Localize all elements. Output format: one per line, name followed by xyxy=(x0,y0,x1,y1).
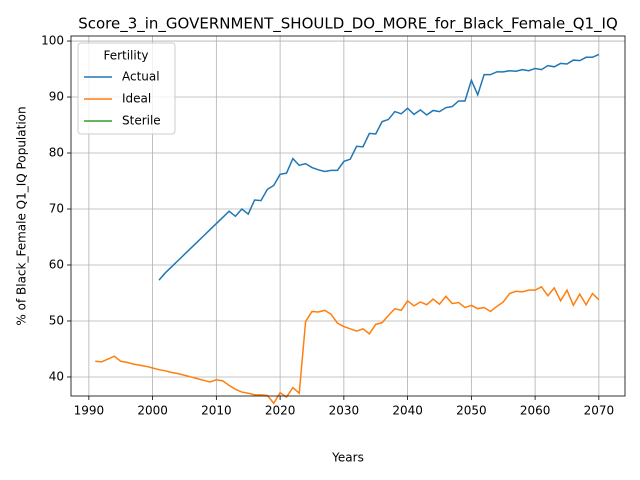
y-tick-label: 40 xyxy=(49,369,64,383)
series-line xyxy=(95,285,600,405)
x-tick-label: 2060 xyxy=(520,404,551,418)
y-tick-label: 80 xyxy=(49,146,64,160)
legend-label: Sterile xyxy=(122,114,161,128)
chart-title: Score_3_in_GOVERNMENT_SHOULD_DO_MORE_for… xyxy=(78,15,618,34)
legend-label: Ideal xyxy=(122,92,151,106)
y-axis-label: % of Black_Female Q1_IQ Population xyxy=(15,106,29,325)
legend-title: Fertility xyxy=(103,49,148,63)
plot-frame xyxy=(70,35,626,397)
x-tick-label: 2000 xyxy=(137,404,168,418)
x-tick-label: 2010 xyxy=(201,404,232,418)
x-tick-label: 2040 xyxy=(392,404,423,418)
y-tick-label: 100 xyxy=(41,34,64,48)
y-tick-label: 50 xyxy=(49,313,64,327)
y-tick-label: 90 xyxy=(49,90,64,104)
x-tick-label: 2050 xyxy=(456,404,487,418)
x-tick-label: 1990 xyxy=(74,404,105,418)
x-axis-label: Years xyxy=(331,451,364,465)
x-tick-label: 2030 xyxy=(329,404,360,418)
legend-box xyxy=(77,42,176,135)
x-tick-label: 2020 xyxy=(265,404,296,418)
y-tick-label: 70 xyxy=(49,202,64,216)
series-line xyxy=(158,53,600,281)
x-tick-label: 2070 xyxy=(584,404,615,418)
y-tick-label: 60 xyxy=(49,257,64,271)
legend-label: Actual xyxy=(122,70,160,84)
